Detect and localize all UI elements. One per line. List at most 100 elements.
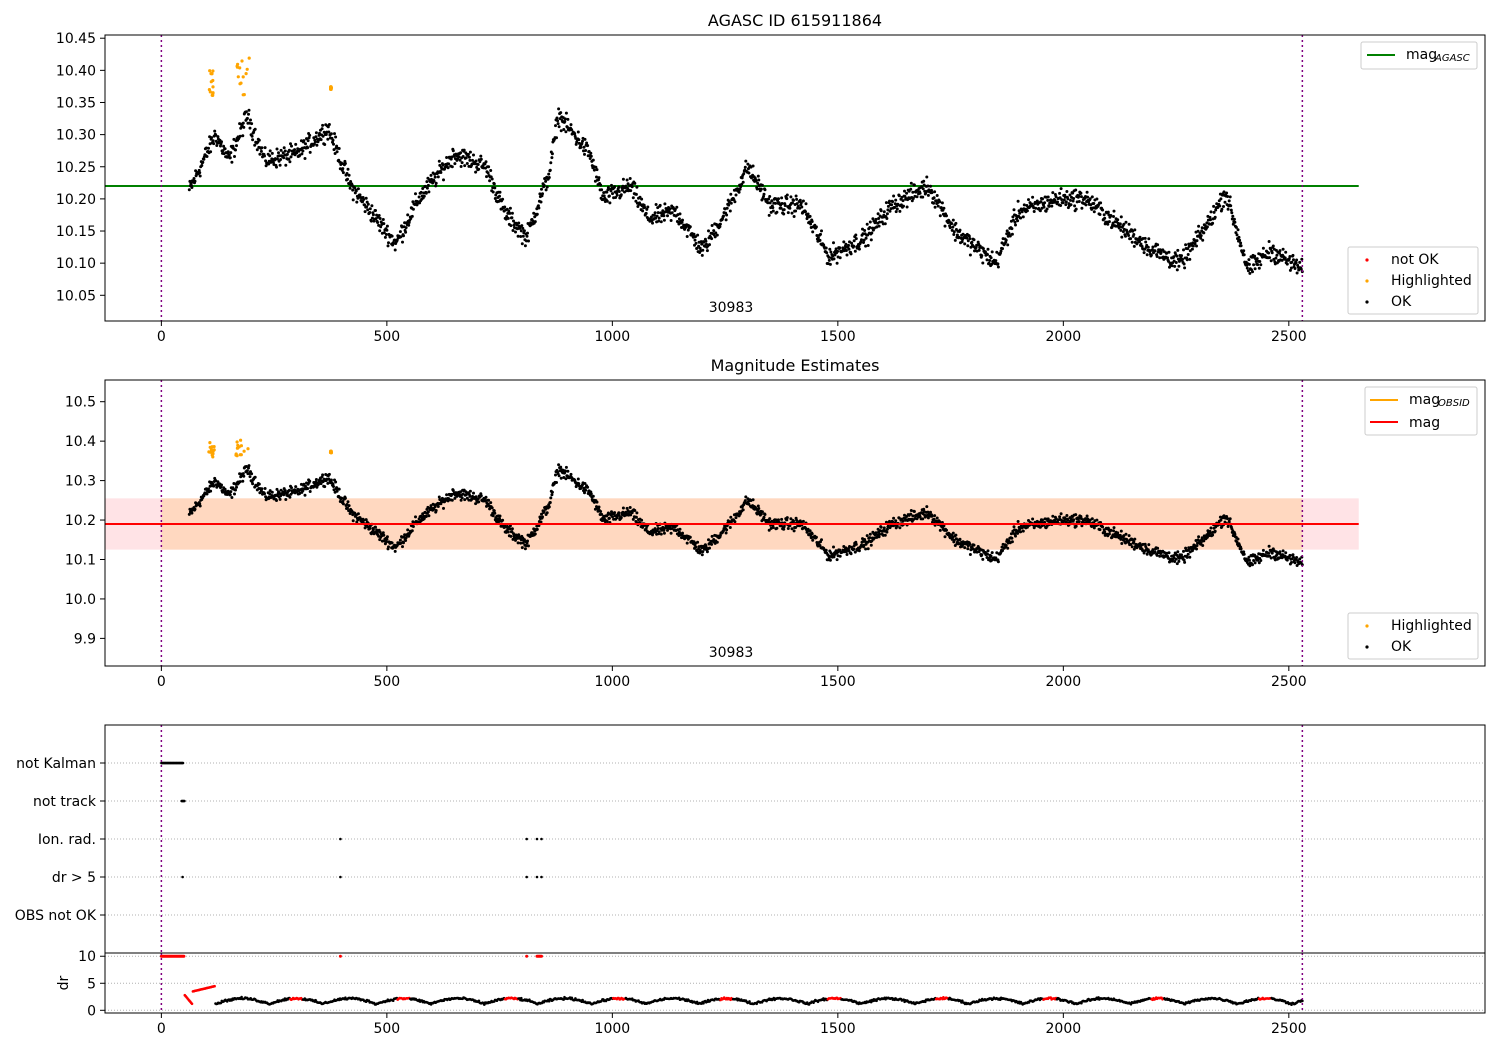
ok-point <box>611 192 614 196</box>
ok-point <box>1257 561 1261 565</box>
ok-point <box>785 193 789 197</box>
ok-point <box>775 526 779 530</box>
ok-point <box>800 205 804 209</box>
ok-point <box>734 516 738 520</box>
ok-point <box>760 183 764 187</box>
ok-point <box>484 495 488 499</box>
ok-point <box>302 139 306 143</box>
ok-point <box>663 202 667 206</box>
ok-point <box>1175 254 1179 258</box>
ok-point <box>337 147 341 150</box>
ok-point <box>276 157 279 161</box>
ok-point <box>283 489 287 493</box>
ok-point <box>828 247 832 251</box>
ok-point <box>433 175 437 179</box>
ok-point <box>746 162 750 166</box>
x-tick-label: 1000 <box>595 674 631 690</box>
ok-point <box>270 151 274 155</box>
ok-point <box>275 147 279 151</box>
ok-point <box>621 177 625 181</box>
ok-point <box>238 134 242 138</box>
ok-point <box>520 242 524 246</box>
ok-point <box>212 484 216 488</box>
ok-point <box>433 505 437 509</box>
ok-point <box>710 224 714 227</box>
ok-point <box>233 155 236 158</box>
ok-point <box>550 493 554 497</box>
y-tick-label: 10.05 <box>56 288 96 304</box>
ok-point <box>463 164 467 168</box>
ok-point <box>1195 244 1198 248</box>
ok-point <box>351 519 355 523</box>
ok-point <box>334 135 338 139</box>
ok-point <box>583 482 587 485</box>
ok-point <box>1065 190 1069 193</box>
ok-point <box>613 511 617 515</box>
highlighted-point <box>209 72 213 76</box>
ok-point <box>1198 231 1202 235</box>
ok-point <box>725 213 729 217</box>
ok-point <box>1130 545 1134 549</box>
ok-point <box>509 224 513 228</box>
ok-point <box>713 235 717 239</box>
ok-point <box>457 155 461 159</box>
ok-point <box>346 506 349 510</box>
ok-point <box>883 533 887 537</box>
ok-point <box>1101 208 1105 212</box>
ok-point <box>378 217 382 220</box>
ok-point <box>453 162 457 166</box>
ok-point <box>549 496 553 500</box>
ok-point <box>241 121 245 125</box>
ok-point <box>636 205 640 208</box>
ok-point <box>351 198 355 202</box>
ok-point <box>1016 520 1020 523</box>
ok-point <box>715 233 719 237</box>
ok-point <box>895 207 899 211</box>
ok-point <box>313 140 317 144</box>
ok-point <box>1212 210 1216 214</box>
ok-point <box>614 196 618 199</box>
ok-point <box>472 153 475 157</box>
ok-point <box>436 505 440 508</box>
ok-point <box>378 229 382 233</box>
ok-point <box>842 240 846 244</box>
ok-point <box>278 163 282 167</box>
ok-point <box>938 528 942 532</box>
ok-point <box>882 526 886 530</box>
ok-point <box>1184 546 1188 550</box>
ok-point <box>678 527 682 531</box>
ok-point <box>771 526 775 529</box>
ok-point <box>223 487 227 491</box>
ok-point <box>960 240 964 244</box>
ok-point <box>1120 542 1124 545</box>
ok-point <box>441 163 445 167</box>
ok-point <box>938 214 942 218</box>
ok-point <box>541 192 544 196</box>
ok-point <box>1112 529 1115 533</box>
ok-point <box>892 194 896 198</box>
ok-point <box>861 540 865 543</box>
ok-point <box>251 138 255 142</box>
ok-point <box>510 527 514 531</box>
panel1-frame <box>104 34 1486 322</box>
ok-point <box>1065 514 1069 517</box>
ok-point <box>744 159 748 163</box>
ok-point <box>1205 225 1209 229</box>
ok-point <box>1242 552 1246 556</box>
ok-point <box>1184 243 1188 247</box>
ok-point <box>393 248 397 252</box>
ok-point <box>651 221 654 225</box>
highlighted-point <box>242 449 246 453</box>
ok-point <box>489 169 493 172</box>
ok-point <box>1259 263 1263 267</box>
ok-point <box>426 183 430 187</box>
ok-point <box>1008 234 1012 238</box>
ok-point <box>1147 237 1151 241</box>
ok-point <box>886 204 890 208</box>
ok-point <box>1199 236 1203 240</box>
ok-point <box>190 511 194 515</box>
ok-point <box>314 131 318 135</box>
ok-point <box>662 214 666 218</box>
ok-point <box>1177 559 1181 563</box>
ok-point <box>446 499 450 503</box>
